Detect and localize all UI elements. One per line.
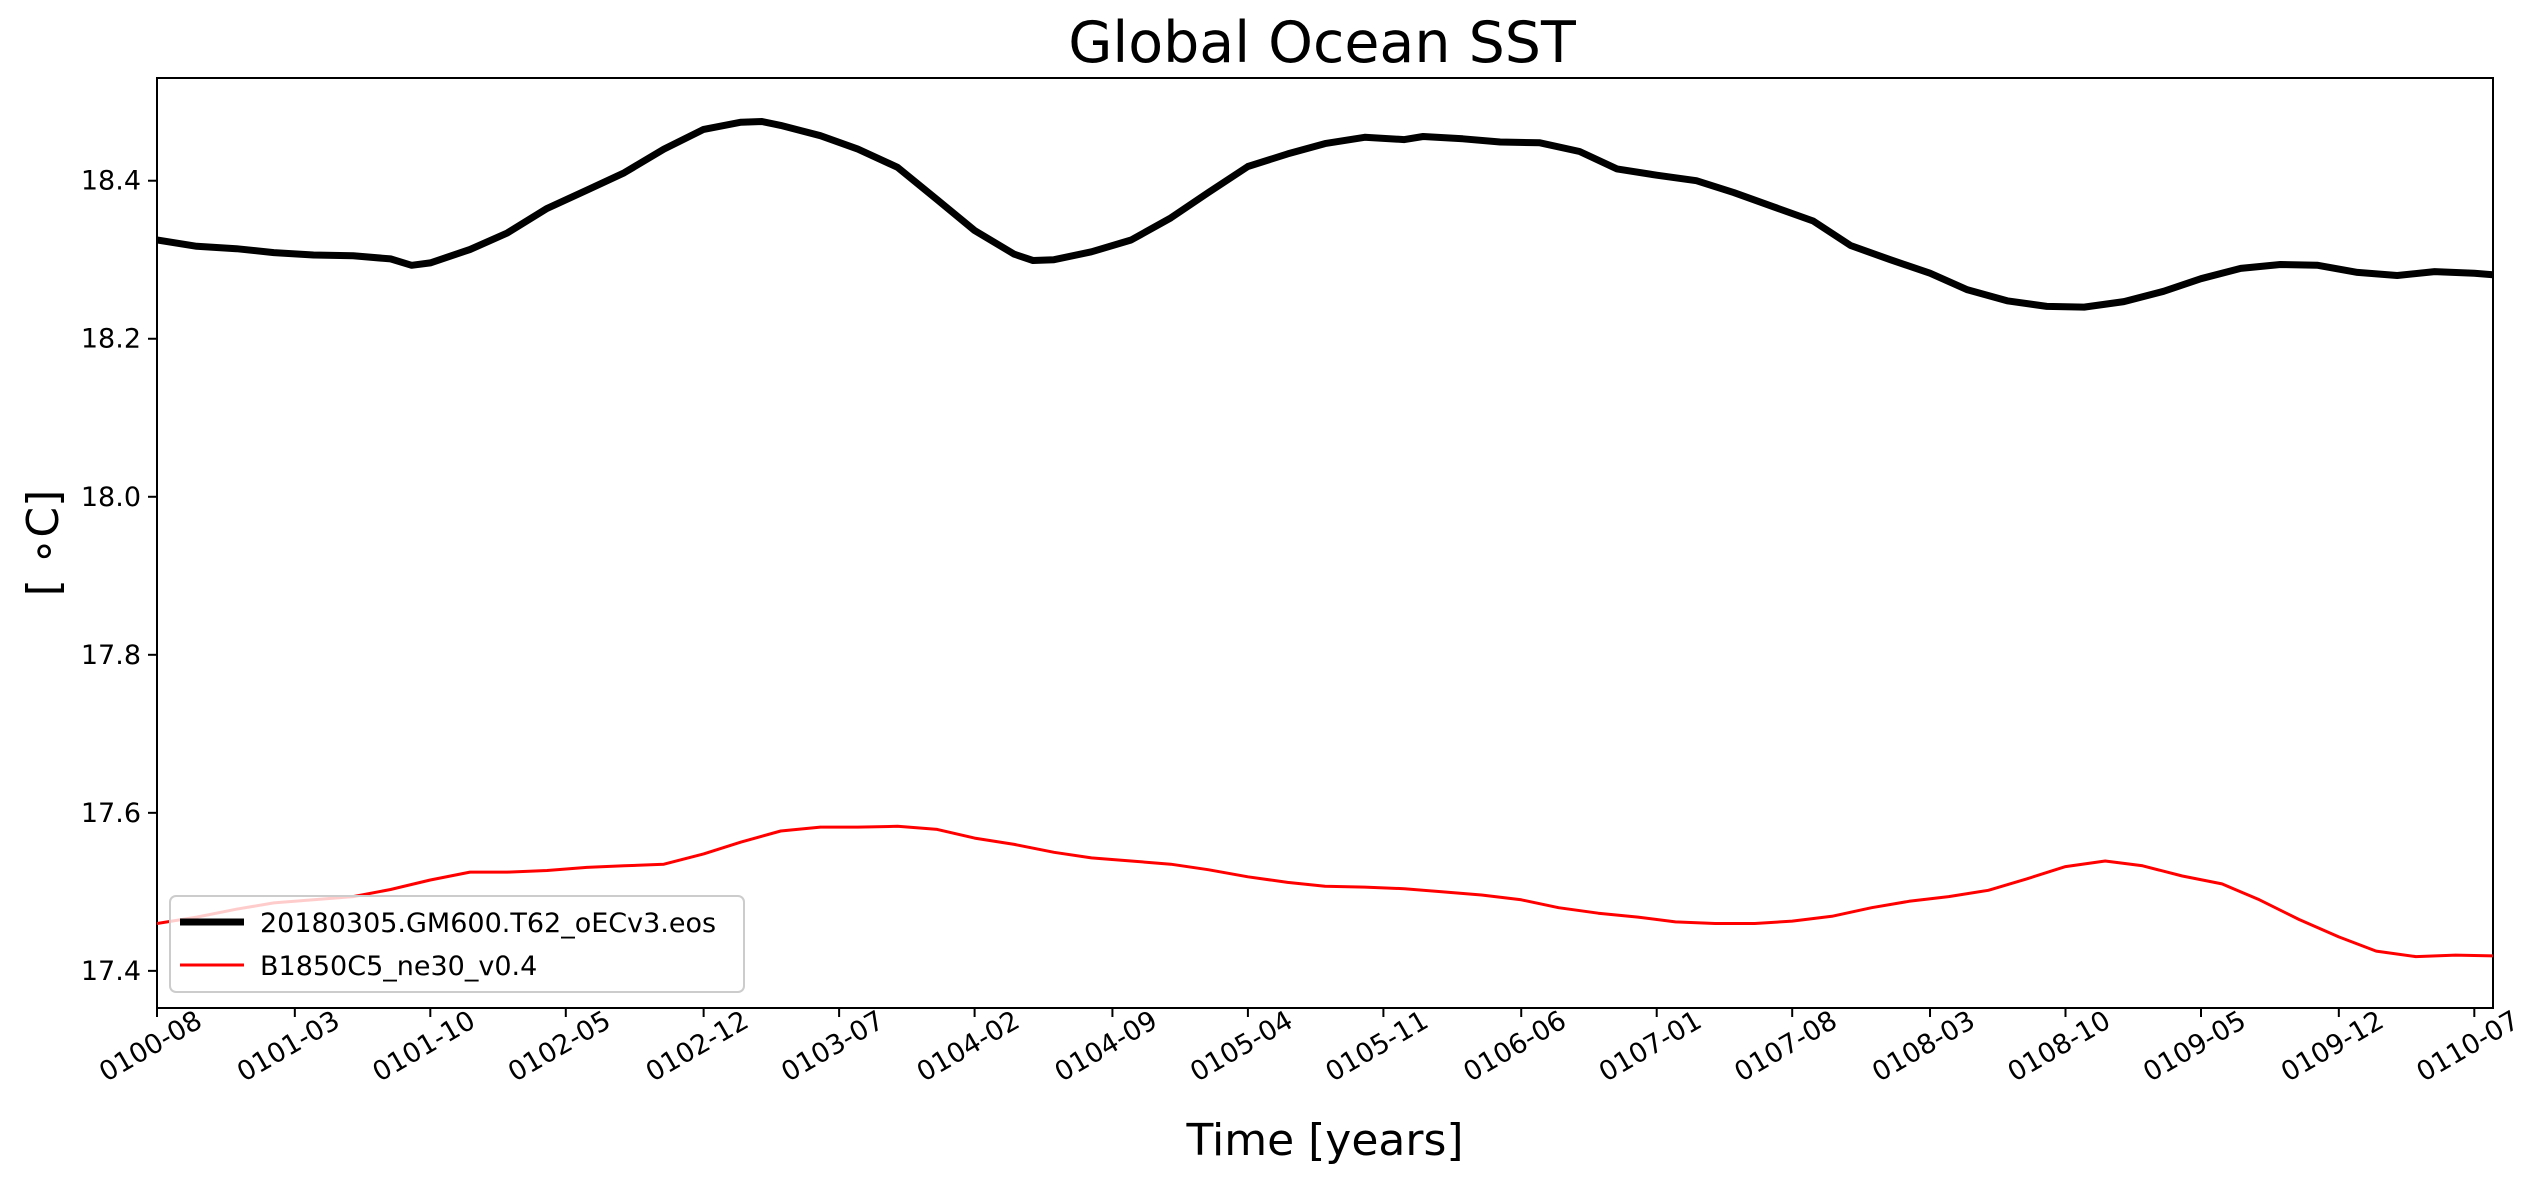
- chart-title: Global Ocean SST: [1068, 10, 1576, 76]
- legend: 20180305.GM600.T62_oECv3.eos B1850C5_ne3…: [169, 895, 745, 993]
- axes-frame: [156, 77, 2494, 1009]
- y-axis-label: [ ∘C]: [18, 490, 69, 597]
- series-line-1: [157, 118, 2493, 311]
- y-tick-label: 17.4: [81, 956, 141, 987]
- legend-box: [169, 895, 745, 993]
- y-tick-label: 18.2: [81, 324, 141, 355]
- x-axis-label: Time [years]: [1185, 1115, 1463, 1166]
- series-line-2: [157, 824, 2493, 959]
- legend-label-series-1: 20180305.GM600.T62_oECv3.eos: [260, 908, 716, 939]
- y-tick-label: 17.6: [81, 798, 141, 829]
- y-tick-label: 18.4: [81, 166, 141, 197]
- series-layer: [157, 118, 2493, 959]
- y-axis-ticks: 17.4 17.6 17.8 18.0 18.2 18.4: [81, 166, 157, 987]
- legend-label-series-2: B1850C5_ne30_v0.4: [260, 951, 537, 982]
- y-tick-label: 18.0: [81, 482, 141, 513]
- y-tick-label: 17.8: [81, 640, 141, 671]
